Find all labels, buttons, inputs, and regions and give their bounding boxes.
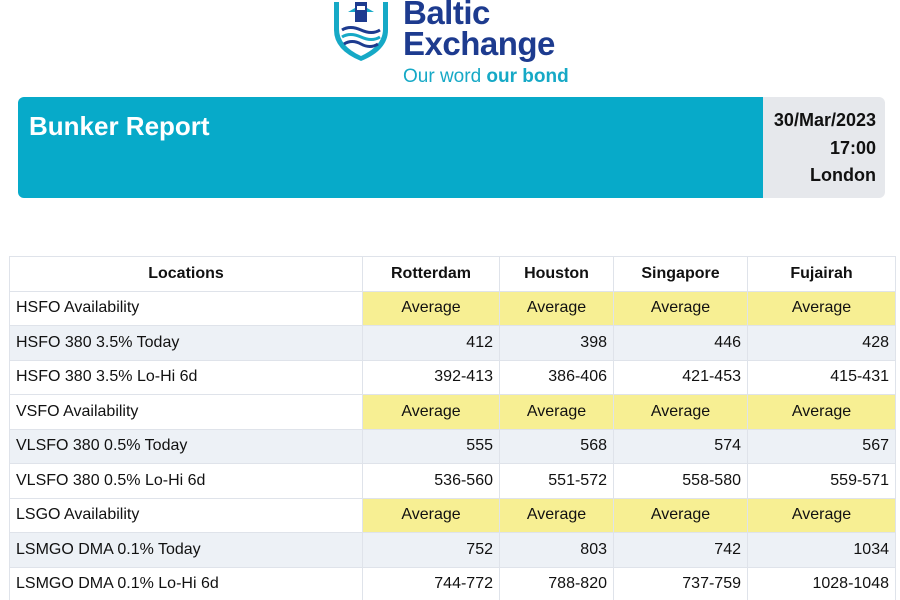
cell-houston: 803 xyxy=(499,532,614,568)
header-fujairah: Fujairah xyxy=(747,256,896,292)
row-label: LSGO Availability xyxy=(9,497,363,533)
cell-houston: 788-820 xyxy=(499,566,614,600)
logo-word-exchange: Exchange xyxy=(403,25,555,62)
row-label: VSFO Availability xyxy=(9,394,363,430)
cell-singapore: 742 xyxy=(613,532,748,568)
cell-rotterdam: 752 xyxy=(362,532,500,568)
logo-tagline: Our word our bond xyxy=(403,67,569,86)
table-row: VLSFO 380 0.5% Lo-Hi 6d 536-560 551-572 … xyxy=(9,463,896,499)
cell-houston: Average xyxy=(499,394,614,430)
row-label: LSMGO DMA 0.1% Lo-Hi 6d xyxy=(9,566,363,600)
cell-rotterdam: Average xyxy=(362,497,500,533)
cell-singapore: Average xyxy=(613,290,748,326)
cell-rotterdam: Average xyxy=(362,290,500,326)
cell-houston: 568 xyxy=(499,428,614,464)
cell-singapore: 558-580 xyxy=(613,463,748,499)
cell-singapore: 421-453 xyxy=(613,359,748,395)
cell-fujairah: 1034 xyxy=(747,532,896,568)
cell-fujairah: 415-431 xyxy=(747,359,896,395)
header-houston: Houston xyxy=(499,256,614,292)
cell-houston: 398 xyxy=(499,325,614,361)
table-row: LSMGO DMA 0.1% Lo-Hi 6d 744-772 788-820 … xyxy=(9,566,896,600)
report-time: 17:00 xyxy=(829,137,876,158)
cell-fujairah: Average xyxy=(747,497,896,533)
table-row: LSMGO DMA 0.1% Today 752 803 742 1034 xyxy=(9,532,896,568)
cell-rotterdam: Average xyxy=(362,394,500,430)
cell-houston: 551-572 xyxy=(499,463,614,499)
row-label: VLSFO 380 0.5% Lo-Hi 6d xyxy=(9,463,363,499)
baltic-exchange-logo: Baltic Exchange Our word our bond xyxy=(330,0,590,92)
tagline-bold: our bond xyxy=(486,66,569,87)
cell-fujairah: 559-571 xyxy=(747,463,896,499)
report-city: London xyxy=(810,165,876,185)
report-meta: 30/Mar/2023 17:00 London xyxy=(763,97,885,198)
cell-singapore: Average xyxy=(613,394,748,430)
cell-houston: Average xyxy=(499,497,614,533)
row-label: HSFO 380 3.5% Lo-Hi 6d xyxy=(9,359,363,395)
table-row: LSGO Availability Average Average Averag… xyxy=(9,497,896,533)
cell-fujairah: 567 xyxy=(747,428,896,464)
cell-rotterdam: 555 xyxy=(362,428,500,464)
report-date: 30/Mar/2023 xyxy=(773,110,876,130)
header-rotterdam: Rotterdam xyxy=(362,256,500,292)
table-row: VLSFO 380 0.5% Today 555 568 574 567 xyxy=(9,428,896,464)
cell-fujairah: Average xyxy=(747,394,896,430)
report-banner: Bunker Report 30/Mar/2023 17:00 London xyxy=(18,97,885,198)
table-row: VSFO Availability Average Average Averag… xyxy=(9,394,896,430)
cell-singapore: 737-759 xyxy=(613,566,748,600)
report-title: Bunker Report xyxy=(18,97,763,198)
row-label: HSFO Availability xyxy=(9,290,363,326)
table-row: HSFO Availability Average Average Averag… xyxy=(9,290,896,326)
row-label: LSMGO DMA 0.1% Today xyxy=(9,532,363,568)
cell-singapore: 574 xyxy=(613,428,748,464)
logo-word-baltic: Baltic xyxy=(403,0,490,31)
bunker-price-table: Locations Rotterdam Houston Singapore Fu… xyxy=(9,256,896,600)
cell-singapore: Average xyxy=(613,497,748,533)
cell-singapore: 446 xyxy=(613,325,748,361)
row-label: VLSFO 380 0.5% Today xyxy=(9,428,363,464)
cell-fujairah: 1028-1048 xyxy=(747,566,896,600)
cell-houston: Average xyxy=(499,290,614,326)
table-row: HSFO 380 3.5% Today 412 398 446 428 xyxy=(9,325,896,361)
table-row: HSFO 380 3.5% Lo-Hi 6d 392-413 386-406 4… xyxy=(9,359,896,395)
table-header-row: Locations Rotterdam Houston Singapore Fu… xyxy=(9,256,896,292)
cell-rotterdam: 392-413 xyxy=(362,359,500,395)
lighthouse-shield-icon xyxy=(334,2,388,61)
tagline-regular: Our word xyxy=(403,66,487,87)
row-label: HSFO 380 3.5% Today xyxy=(9,325,363,361)
header-locations: Locations xyxy=(9,256,363,292)
header-singapore: Singapore xyxy=(613,256,748,292)
cell-houston: 386-406 xyxy=(499,359,614,395)
cell-fujairah: Average xyxy=(747,290,896,326)
cell-rotterdam: 536-560 xyxy=(362,463,500,499)
cell-rotterdam: 412 xyxy=(362,325,500,361)
cell-rotterdam: 744-772 xyxy=(362,566,500,600)
cell-fujairah: 428 xyxy=(747,325,896,361)
